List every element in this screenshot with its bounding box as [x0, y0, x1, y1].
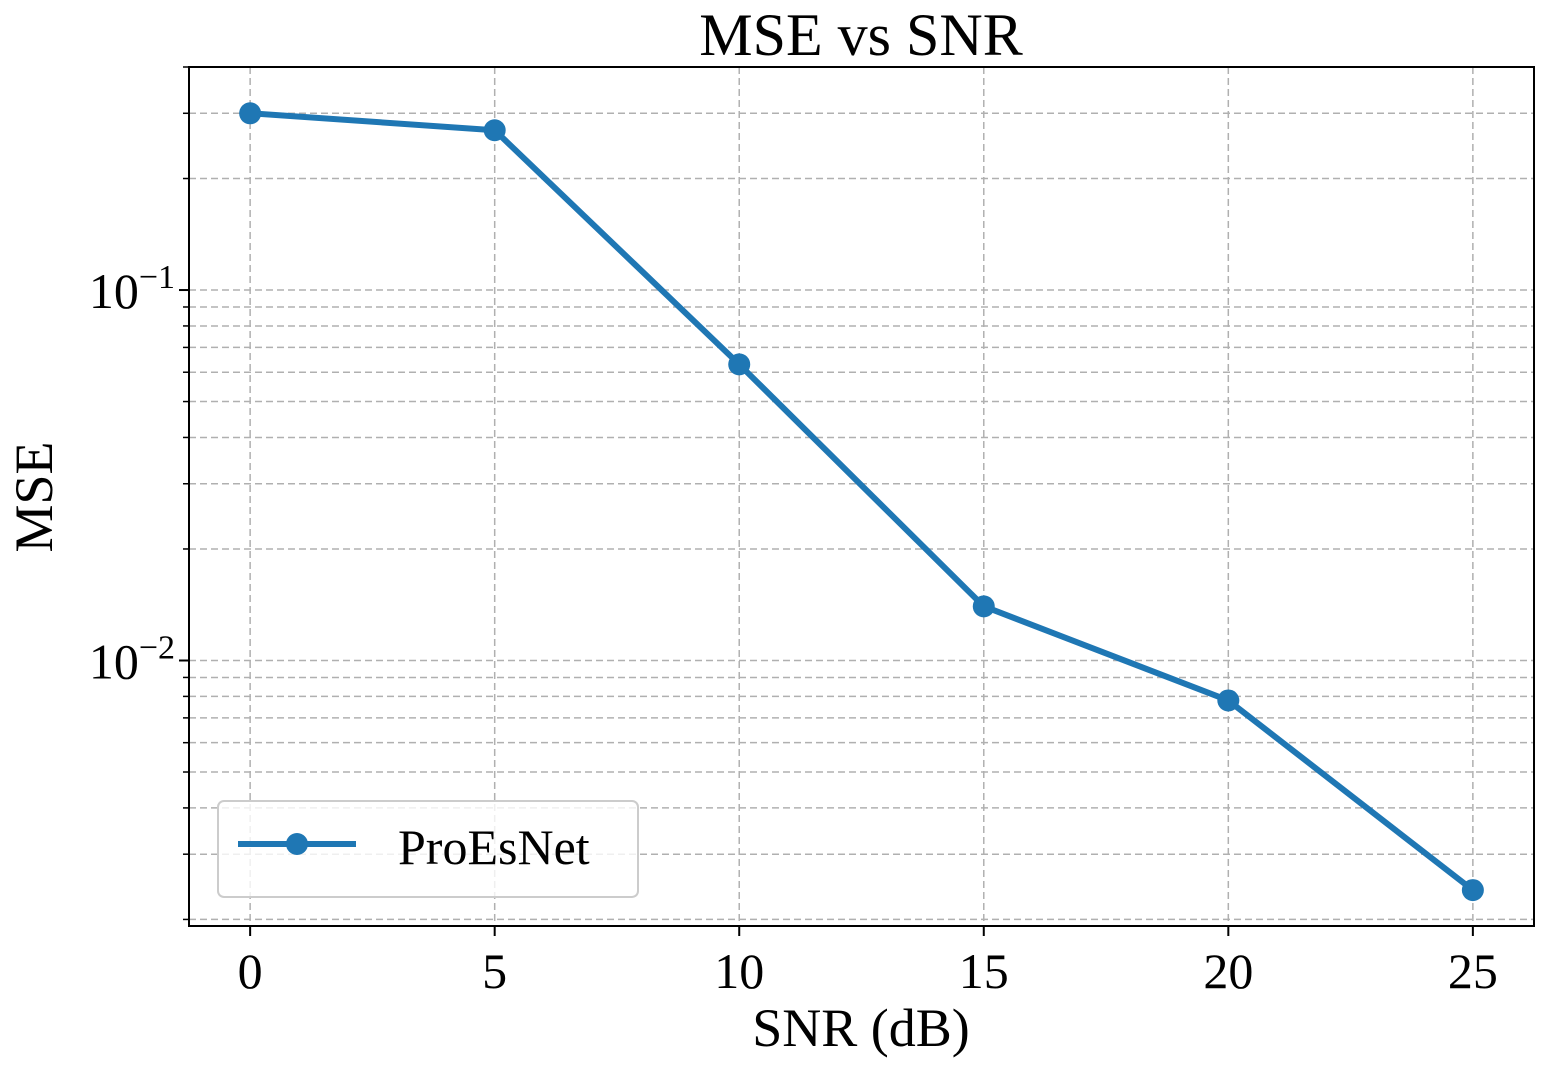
x-tick-label: 0 — [238, 943, 263, 999]
x-tick-label: 15 — [959, 943, 1009, 999]
series-group — [239, 102, 1484, 902]
x-tick-label: 10 — [714, 943, 764, 999]
data-point — [1461, 879, 1484, 902]
plot-frame — [188, 66, 1535, 927]
y-tick-label: 10−2 — [89, 629, 175, 689]
grid-lines — [189, 66, 1534, 926]
legend-label: ProEsNet — [398, 819, 590, 875]
legend-box — [217, 800, 639, 898]
legend-marker-swatch — [286, 833, 308, 855]
data-point — [972, 595, 995, 618]
x-axis-label: SNR (dB) — [752, 998, 970, 1058]
chart-title: MSE vs SNR — [699, 2, 1022, 68]
data-point — [483, 119, 506, 142]
y-tick-label: 10−1 — [89, 259, 175, 319]
axis-ticks: 0 5 10 15 20 25 10−1 10−2 — [89, 66, 1498, 999]
data-point — [239, 102, 262, 125]
x-tick-label: 25 — [1448, 943, 1498, 999]
x-tick-label: 20 — [1203, 943, 1253, 999]
data-point — [1217, 689, 1240, 712]
y-axis-label: MSE — [4, 441, 64, 552]
data-point — [728, 353, 751, 376]
legend: ProEsNet — [217, 800, 639, 898]
series-line — [247, 110, 1476, 894]
x-tick-label: 5 — [482, 943, 507, 999]
